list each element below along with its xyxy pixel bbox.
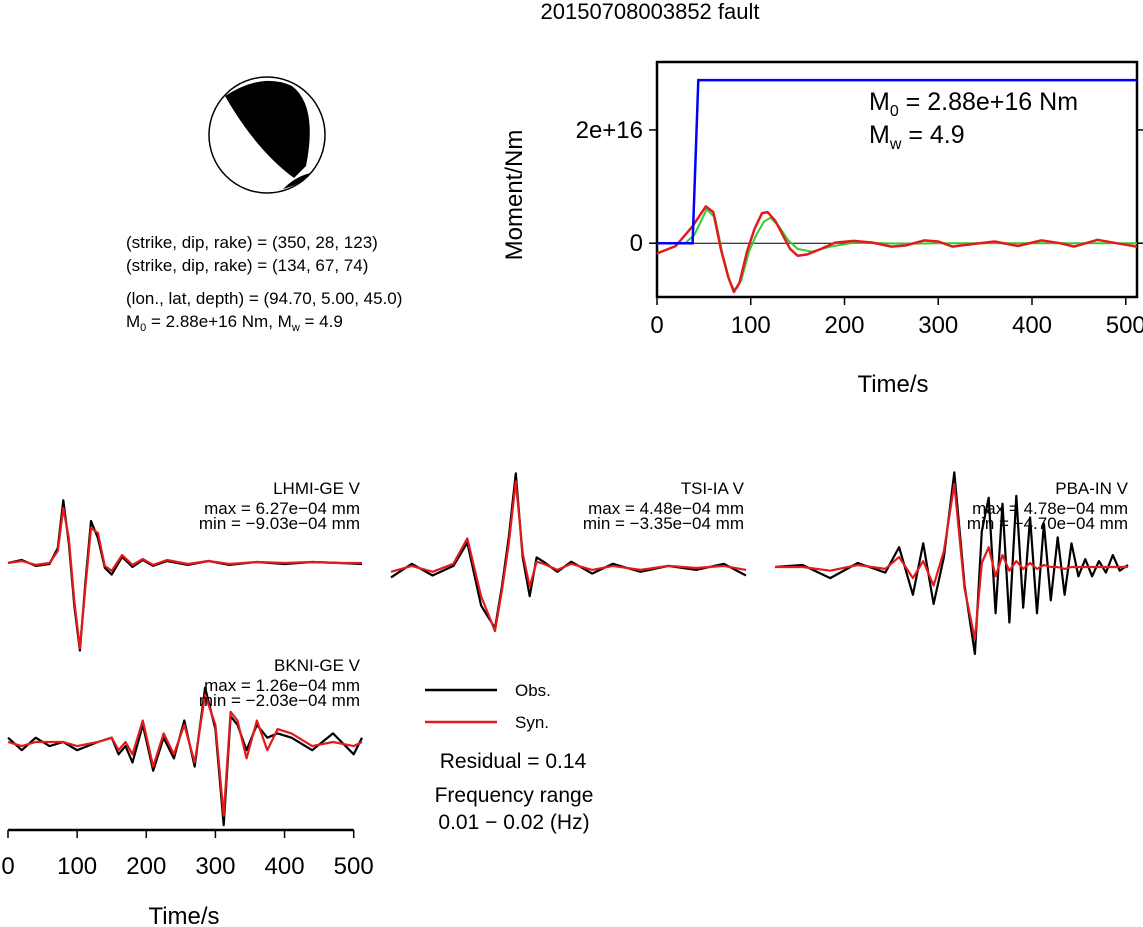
- moment-panel-frame: [655, 60, 1139, 299]
- mechanism-plane2: (strike, dip, rake) = (134, 67, 74): [126, 256, 368, 275]
- moment-x-tick-label: 100: [731, 312, 771, 339]
- moment-y-tick-label: 0: [630, 230, 643, 257]
- station-max-label: max = 1.26e−04 mm: [204, 676, 360, 695]
- waveform-x-tick-label: 0: [1, 853, 14, 880]
- observed-trace: [7, 686, 363, 827]
- cumulative-moment-series: [657, 78, 1137, 245]
- waveform-x-tick-label: 300: [195, 853, 235, 880]
- frequency-range-title: Frequency range: [435, 784, 594, 807]
- mechanism-moment: M0 = 2.88e+16 Nm, Mw = 4.9: [126, 312, 343, 334]
- waveform-x-tick-label: 400: [265, 853, 305, 880]
- waveform-x-tick-label: 500: [334, 853, 374, 880]
- station-label: PBA-IN V: [1055, 479, 1128, 498]
- moment-x-tick-label: 0: [650, 312, 663, 339]
- moment-m0-label: M0 = 2.88e+16 Nm: [869, 88, 1078, 120]
- mechanism-plane1: (strike, dip, rake) = (350, 28, 123): [126, 233, 378, 252]
- waveform-x-tick-label: 100: [57, 853, 97, 880]
- frequency-range-value: 0.01 − 0.02 (Hz): [438, 811, 589, 834]
- moment-x-tick-label: 400: [1012, 312, 1052, 339]
- moment-red-series: [656, 205, 1138, 294]
- beachball-icon: [208, 76, 326, 194]
- station-min-label: min = −4.70e−04 mm: [967, 514, 1128, 533]
- observed-trace: [390, 472, 747, 630]
- observed-trace: [774, 471, 1129, 656]
- station-max-label: max = 4.48e−04 mm: [588, 499, 744, 518]
- moment-ylabel: Moment/Nm: [501, 130, 528, 261]
- waveform-xlabel: Time/s: [148, 903, 219, 927]
- residual-label: Residual = 0.14: [440, 750, 587, 773]
- synthetic-trace: [7, 506, 362, 650]
- synthetic-trace: [390, 480, 747, 633]
- station-label: LHMI-GE V: [273, 479, 361, 498]
- figure-title: 20150708003852 fault: [541, 0, 760, 24]
- station-min-label: min = −9.03e−04 mm: [199, 514, 360, 533]
- station-label: TSI-IA V: [681, 479, 745, 498]
- legend-syn-label: Syn.: [515, 713, 549, 732]
- station-min-label: min = −2.03e−04 mm: [199, 691, 360, 710]
- synthetic-trace: [7, 693, 363, 817]
- moment-xlabel: Time/s: [857, 371, 928, 398]
- synthetic-trace: [775, 482, 1128, 641]
- station-max-label: max = 6.27e−04 mm: [204, 499, 360, 518]
- waveform-x-tick-label: 200: [126, 853, 166, 880]
- station-min-label: min = −3.35e−04 mm: [583, 514, 744, 533]
- mechanism-location: (lon., lat, depth) = (94.70, 5.00, 45.0): [126, 289, 402, 308]
- legend: Obs. Syn. Residual = 0.14 Frequency rang…: [425, 681, 593, 834]
- moment-x-tick-label: 200: [824, 312, 864, 339]
- moment-y-tick-label: 2e+16: [576, 117, 643, 144]
- moment-x-tick-label: 500: [1106, 312, 1143, 339]
- legend-obs-label: Obs.: [515, 681, 551, 700]
- moment-mw-label: Mw = 4.9: [869, 121, 965, 153]
- station-max-label: max = 4.78e−04 mm: [972, 499, 1128, 518]
- station-label: BKNI-GE V: [274, 656, 361, 675]
- moment-x-tick-label: 300: [918, 312, 958, 339]
